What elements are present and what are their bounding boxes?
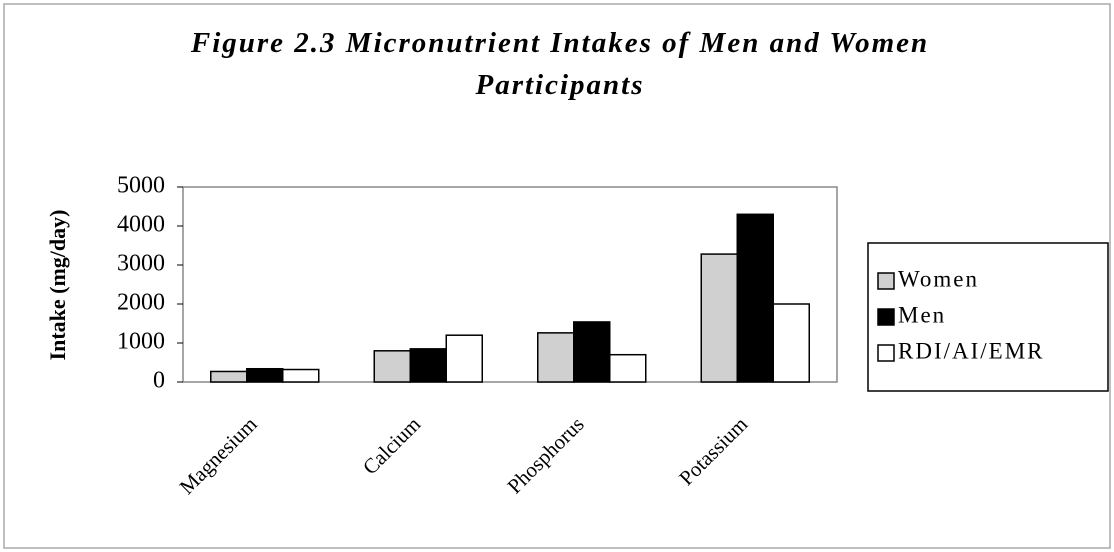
legend-swatch (877, 272, 895, 290)
bar (736, 213, 774, 383)
bar (609, 353, 647, 383)
y-tick-label: 3000 (117, 251, 165, 277)
bar (772, 303, 810, 383)
y-tick-label: 4000 (117, 212, 165, 238)
bar (445, 334, 483, 383)
bar (210, 370, 248, 383)
y-tick-label: 2000 (117, 290, 165, 316)
y-axis-label: Intake (mg/day) (45, 210, 70, 361)
bar (537, 332, 575, 383)
bar (573, 321, 611, 383)
bar (409, 348, 447, 383)
legend-label: Men (898, 302, 946, 327)
y-tick-label: 0 (153, 368, 165, 394)
y-tick-label: 5000 (117, 173, 165, 199)
legend-label: Women (898, 266, 979, 291)
legend-swatch (877, 344, 895, 362)
chart-title: Figure 2.3 Micronutrient Intakes of Men … (190, 27, 930, 101)
legend-swatch (877, 308, 895, 326)
legend-box (867, 242, 1109, 392)
bar (282, 368, 320, 383)
legend-label: RDI/AI/EMR (898, 338, 1045, 363)
bar (700, 253, 738, 383)
y-tick-label: 1000 (117, 329, 165, 355)
bar (246, 367, 284, 383)
bar (373, 350, 411, 383)
